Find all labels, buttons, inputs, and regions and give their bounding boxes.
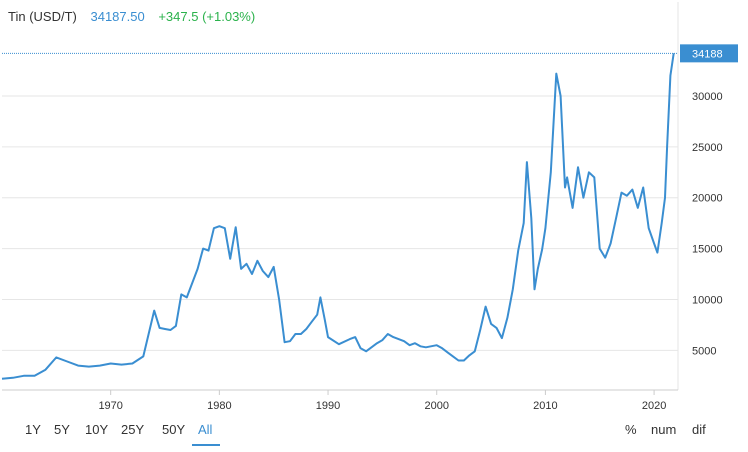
last-price-badge: 34188 [680,44,738,63]
grid [2,2,679,390]
dif-button[interactable]: dif [692,422,706,437]
range-button-50y[interactable]: 50Y [162,422,186,437]
num-button[interactable]: num [651,422,677,437]
y-tick-label: 15000 [692,244,723,256]
price-series [1,53,675,380]
chart-header: Tin (USD/T) 34187.50 +347.5 (+1.03%) [8,9,265,27]
range-button-1y[interactable]: 1Y [25,422,41,437]
range-button-25y[interactable]: 25Y [121,422,145,437]
instrument-title: Tin (USD/T) [8,9,77,24]
x-tick-label: 1990 [316,400,340,412]
y-axis: 5000 10000 15000 20000 25000 30000 [692,91,723,357]
y-tick-label: 20000 [692,193,723,205]
x-tick-label: 2020 [642,400,666,412]
y-tick-label: 10000 [692,294,723,306]
y-tick-label: 30000 [692,91,723,103]
last-price-badge-bg [680,44,738,63]
y-tick-label: 25000 [692,142,723,154]
y-tick-label: 5000 [692,345,716,357]
x-tick-label: 1980 [207,400,231,412]
series-line [1,53,675,380]
x-tick-label: 1970 [98,400,122,412]
last-price-label: 34188 [692,48,723,60]
x-tick-label: 2000 [424,400,448,412]
toolbar: 1Y 5Y 10Y 25Y 50Y All % num dif [0,416,748,452]
price-chart[interactable]: 1970 1980 1990 2000 2010 2020 5000 10000 15000 2… [0,0,748,416]
active-range-underline [192,444,220,446]
percent-button[interactable]: % [625,422,637,437]
current-price: 34187.50 [90,9,145,24]
x-tick-label: 2010 [533,400,557,412]
x-axis: 1970 1980 1990 2000 2010 2020 [2,389,678,412]
range-button-5y[interactable]: 5Y [54,422,70,437]
range-button-all[interactable]: All [198,422,213,437]
range-button-10y[interactable]: 10Y [85,422,109,437]
price-change: +347.5 (+1.03%) [158,9,256,24]
